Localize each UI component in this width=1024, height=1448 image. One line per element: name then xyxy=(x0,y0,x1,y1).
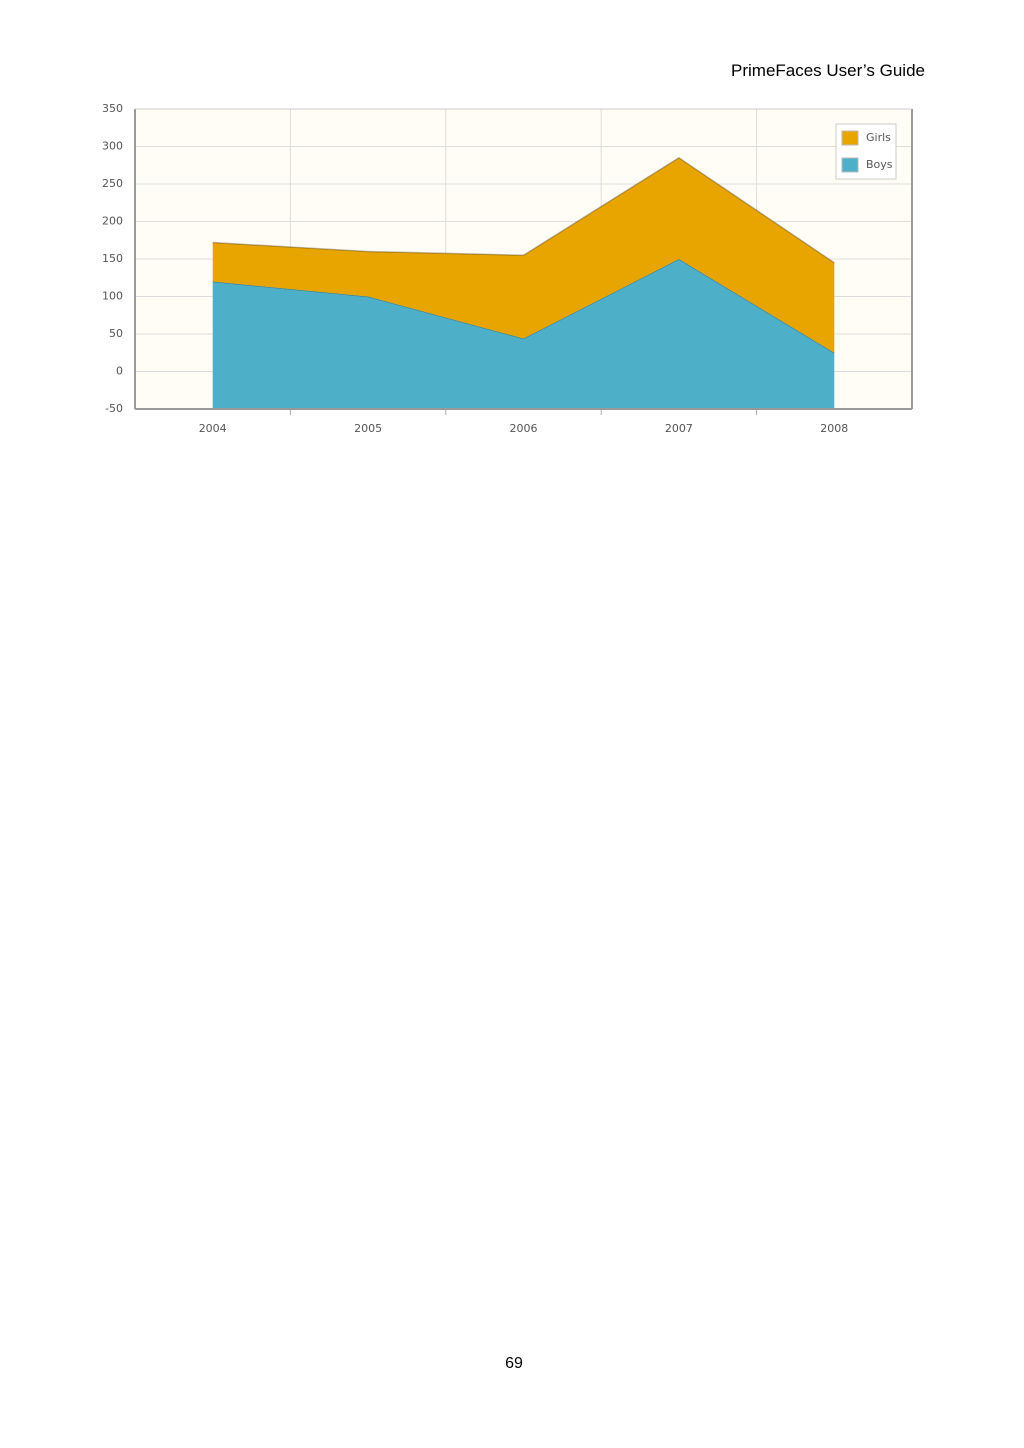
area-edge xyxy=(212,156,835,264)
y-tick-label: 250 xyxy=(102,177,123,190)
y-tick-label: 0 xyxy=(116,365,123,378)
x-tick-label: 2005 xyxy=(354,422,382,435)
y-tick-label: 200 xyxy=(102,215,123,228)
chart: -50 0 50 100 150 200 250 300 350 2004 2005 2006 2007… xyxy=(102,102,913,435)
x-tick-label: 2007 xyxy=(665,422,693,435)
area xyxy=(212,157,835,353)
legend-swatch xyxy=(841,130,859,146)
y-tick-label: 50 xyxy=(109,327,123,340)
legend-swatch xyxy=(841,157,859,173)
x-tick-label: 2004 xyxy=(199,422,227,435)
y-tick-label: 100 xyxy=(102,290,123,303)
y-tick-label: 350 xyxy=(102,102,123,115)
page-number: 69 xyxy=(505,1355,523,1372)
header: PrimeFaces User’s Guide xyxy=(731,61,925,80)
legend-label: Boys xyxy=(866,158,893,171)
y-tick-label: 300 xyxy=(102,140,123,153)
x-tick-label: 2006 xyxy=(510,422,538,435)
y-tick-label: -50 xyxy=(105,402,123,415)
x-tick-label: 2008 xyxy=(820,422,848,435)
legend-label: Girls xyxy=(866,131,891,144)
area xyxy=(212,259,835,409)
y-tick-label: 150 xyxy=(102,252,123,265)
